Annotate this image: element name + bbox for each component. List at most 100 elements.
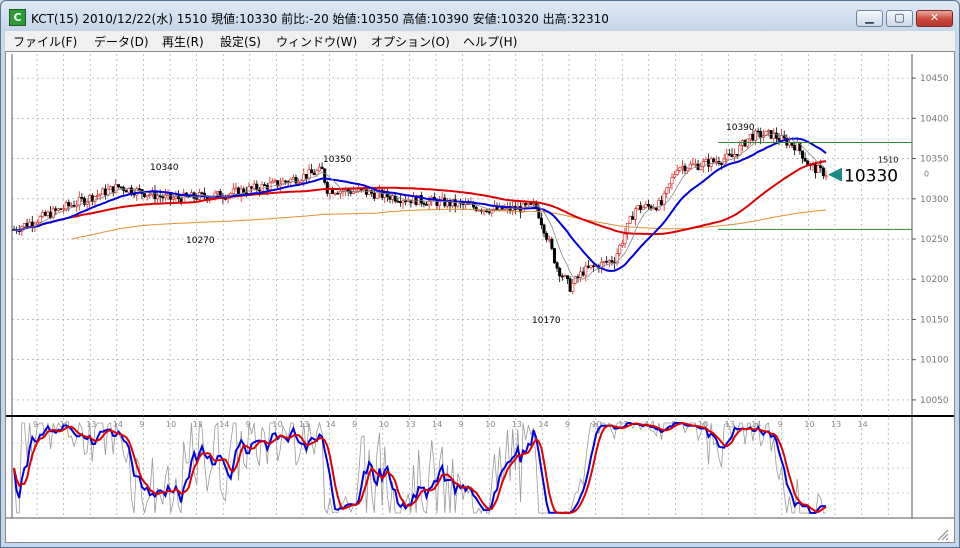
candle-body	[161, 196, 165, 199]
candle-body	[738, 145, 742, 156]
resize-grip-icon[interactable]	[935, 527, 949, 541]
time-label: 13	[831, 420, 841, 429]
price-tick-label: 10100	[920, 356, 949, 366]
candle-body	[767, 130, 771, 132]
price-chart[interactable]: 1045010400103501030010250102001015010100…	[6, 52, 954, 542]
candle-body	[336, 192, 340, 195]
candle-body	[709, 158, 713, 167]
price-annotation: 10390	[726, 123, 755, 133]
menu-file[interactable]: ファイル(F)	[13, 35, 78, 49]
candle-body	[581, 271, 585, 276]
candle-body	[814, 164, 818, 174]
menu-help[interactable]: ヘルプ(H)	[463, 35, 518, 49]
price-annotation: 10340	[150, 163, 179, 173]
time-label: 14	[538, 420, 548, 429]
candle-body	[756, 130, 760, 133]
candle-body	[391, 195, 395, 200]
candle-body	[636, 205, 640, 210]
candle-body	[607, 260, 611, 263]
time-label: 10	[379, 420, 389, 429]
candle-body	[255, 183, 259, 190]
candle-body	[69, 205, 73, 207]
candle-body	[824, 175, 828, 178]
candle-body	[618, 244, 622, 255]
candle-body	[231, 188, 235, 194]
candle-body	[691, 163, 695, 166]
candle-body	[80, 196, 84, 199]
candle-body	[633, 208, 637, 220]
candle-body	[425, 204, 429, 206]
price-tick-label: 10250	[920, 235, 949, 245]
candle-body	[733, 154, 737, 158]
candle-body	[524, 202, 528, 206]
candle-body	[171, 197, 175, 200]
candle-body	[555, 262, 559, 269]
candle-body	[620, 242, 624, 246]
candle-body	[623, 233, 627, 244]
candle-body	[388, 196, 392, 200]
candle-body	[720, 163, 724, 165]
current-price-label: 10330	[844, 167, 898, 187]
candle-body	[748, 133, 752, 140]
candle-body	[315, 170, 319, 176]
close-button[interactable]: ✕	[916, 10, 953, 27]
axis-volume-tick: 1510	[878, 155, 898, 164]
candle-body	[558, 267, 562, 277]
candle-body	[116, 184, 120, 188]
candle-body	[673, 174, 677, 178]
menu-playback[interactable]: 再生(R)	[162, 35, 204, 49]
candle-body	[803, 158, 807, 162]
price-annotation: 10270	[186, 236, 215, 246]
candle-body	[398, 201, 402, 204]
candle-body	[735, 154, 739, 156]
candle-body	[310, 169, 314, 174]
candle-body	[216, 191, 220, 194]
candle-body	[143, 193, 147, 198]
candle-body	[539, 217, 543, 226]
candle-body	[680, 165, 684, 169]
candle-body	[64, 202, 68, 210]
candle-body	[547, 238, 551, 241]
time-label: 13	[86, 420, 96, 429]
axis-zero-tick: 0	[924, 169, 929, 178]
oscillator-d-line	[13, 421, 827, 514]
menu-settings[interactable]: 設定(S)	[220, 35, 261, 49]
candle-body	[419, 195, 423, 204]
candle-body	[605, 261, 609, 263]
menu-options[interactable]: オプション(O)	[371, 35, 450, 49]
title-bar[interactable]: C KCT(15) 2010/12/22(水) 1510 現値:10330 前比…	[1, 1, 959, 31]
time-label: 14	[858, 420, 868, 429]
menu-bar: ファイル(F) データ(D) 再生(R) 設定(S) ウィンドウ(W) オプショ…	[5, 31, 955, 51]
candle-body	[667, 183, 671, 189]
candle-body	[764, 131, 768, 137]
ma-fast-line	[13, 137, 827, 272]
maximize-button[interactable]: ▢	[886, 10, 913, 27]
candle-body	[571, 283, 575, 292]
candle-body	[660, 200, 664, 205]
candle-body	[312, 172, 316, 176]
candle-body	[276, 180, 280, 187]
candle-body	[589, 265, 593, 268]
chart-area[interactable]: 10450 10400 10350 10300 10250 10200 10150 10100…	[5, 51, 955, 543]
time-label: 13	[405, 420, 415, 429]
candle-body	[759, 131, 763, 138]
candle-body	[364, 189, 368, 195]
candle-body	[816, 165, 820, 174]
candle-body	[550, 238, 554, 249]
menu-data[interactable]: データ(D)	[94, 35, 149, 49]
menu-window[interactable]: ウィンドウ(W)	[276, 35, 358, 49]
candle-body	[158, 195, 162, 198]
candle-body	[273, 180, 277, 182]
candle-body	[526, 203, 530, 206]
maximize-icon: ▢	[894, 11, 905, 24]
candle-body	[88, 195, 92, 202]
candle-body	[25, 223, 29, 227]
candle-body	[393, 195, 397, 202]
candle-body	[631, 216, 635, 220]
time-label: 9	[352, 420, 357, 429]
close-icon: ✕	[929, 11, 940, 24]
price-tick-label: 10350	[920, 155, 949, 165]
time-label: 9	[33, 420, 38, 429]
minimize-button[interactable]: ▁	[856, 10, 883, 27]
